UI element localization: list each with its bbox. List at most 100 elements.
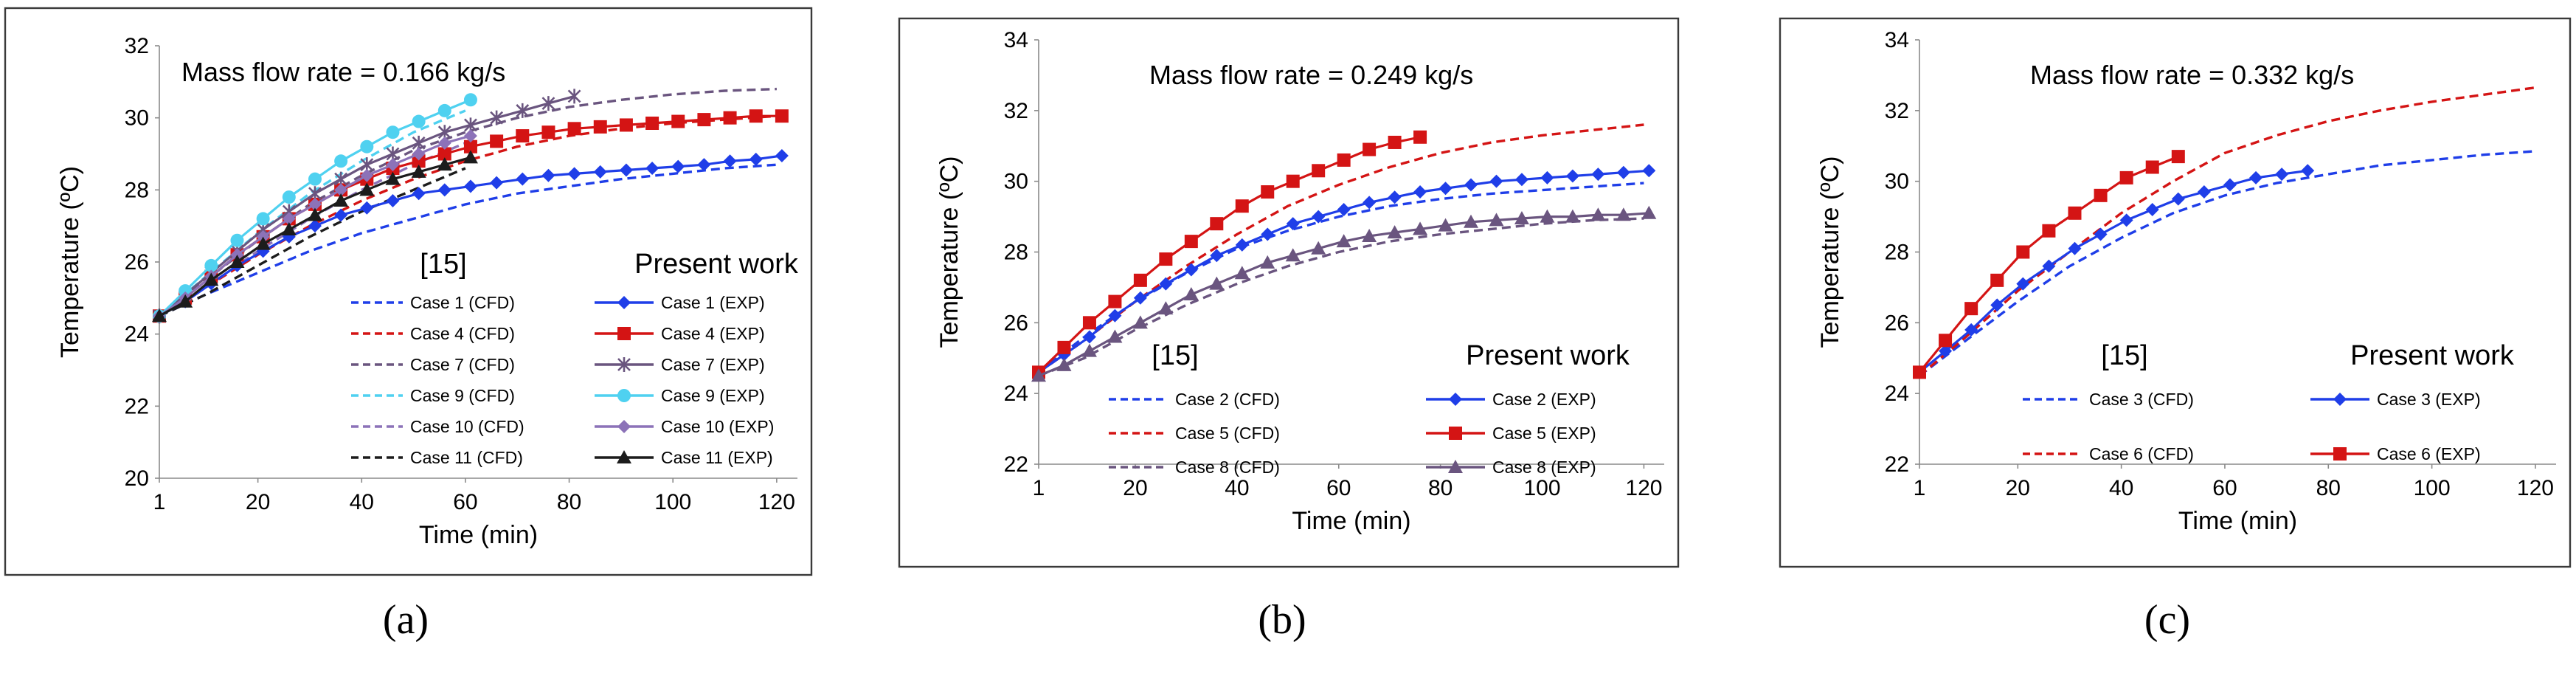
data-point [307,207,322,221]
data-point [386,193,400,207]
data-point [437,147,451,161]
data-point [541,125,555,139]
data-point [1234,266,1250,280]
data-point [619,118,633,132]
data-point [152,308,167,323]
series-case-8-exp [1031,205,1657,382]
data-point [256,212,270,226]
x-tick-label: 120 [2517,476,2554,500]
y-tick-label: 34 [1885,28,1909,52]
data-point [229,255,245,268]
x-tick-label: 80 [1428,476,1453,500]
legend-entry-case-6-cfd: Case 6 (CFD) [2023,444,2194,463]
data-point [2275,168,2289,182]
series-line [1918,150,2536,377]
data-point [1261,185,1275,199]
legend-entry-case-6-exp: Case 6 (EXP) [2310,444,2481,463]
x-tick-label: 40 [1225,476,1249,500]
x-axis-title: Time (min) [2178,507,2297,535]
legend-label: Case 10 (EXP) [661,417,774,436]
x-tick-label: 100 [2414,476,2451,500]
y-tick-label: 26 [125,250,149,275]
data-point [2016,245,2030,259]
data-point [1082,330,1096,344]
data-point [308,219,322,233]
data-point [1489,174,1503,188]
data-point [671,114,685,128]
data-point [1464,214,1479,228]
data-point [723,111,737,125]
y-tick-label: 28 [1885,241,1909,265]
data-point [1642,164,1656,178]
data-point [1387,225,1402,239]
data-point [1108,308,1122,323]
series-case-9-exp [153,93,477,323]
y-tick-label: 32 [125,34,149,58]
data-point [1261,227,1275,241]
legend-marker [617,450,631,463]
data-point [1107,329,1123,343]
y-tick-label: 24 [1004,382,1028,406]
legend-entry-case-1-cfd: Case 1 (CFD) [351,293,515,312]
data-point [1413,185,1427,199]
legend-entry-case-2-exp: Case 2 (EXP) [1426,390,1596,409]
chart-frame [4,7,813,576]
legend-label: Case 9 (EXP) [661,386,765,405]
data-point [385,171,401,185]
legend-entry-case-1-exp: Case 1 (EXP) [595,293,765,312]
data-point [593,120,607,134]
data-point [437,103,451,117]
data-point [437,183,451,197]
x-tick-label: 60 [1326,476,1351,500]
data-point [230,233,244,247]
data-point [1286,217,1300,231]
chart-title: Mass flow rate = 0.166 kg/s [181,57,505,87]
data-point [1565,169,1579,183]
data-point [412,187,426,201]
data-point [1616,207,1631,221]
data-point [412,114,426,128]
data-point [1235,238,1249,252]
legend-entry-case-3-cfd: Case 3 (CFD) [2023,390,2194,409]
legend-entry-case-7-exp: Case 7 (EXP) [595,355,765,374]
series-case-3-exp [1913,164,2315,379]
data-point [2145,203,2159,216]
x-tick-label: 20 [1123,476,1147,500]
data-point [204,272,219,286]
data-point [567,89,581,104]
caption-c: (c) [2144,597,2191,643]
x-tick-label: 100 [654,490,691,514]
data-point [282,190,296,204]
data-point [1413,130,1427,144]
y-tick-label: 22 [1885,452,1909,477]
data-point [2301,164,2315,178]
series-case-11-cfd [159,167,466,317]
y-axis-title: Temperature (ºC) [1816,156,1844,348]
data-point [2094,227,2108,241]
data-point [359,182,375,196]
series-line [159,167,466,317]
legend-entry-case-4-exp: Case 4 (EXP) [595,324,765,343]
y-tick-label: 30 [1885,170,1909,194]
series-line [1918,86,2536,377]
data-point [1210,217,1224,231]
data-point [541,168,555,182]
legend-marker [2333,393,2347,406]
data-point [1514,173,1528,187]
series-line [1918,169,2308,373]
data-point [360,201,374,215]
data-point [1939,334,1953,348]
legend-header-reference: [15] [420,249,466,280]
series-case-7-exp [153,89,581,324]
x-tick-label: 40 [350,490,374,514]
legend-label: Case 4 (EXP) [661,324,765,343]
legend-entry-case-8-exp: Case 8 (EXP) [1426,458,1596,477]
x-tick-label: 1 [153,490,166,514]
data-point [1565,209,1580,223]
legend-header-present-work: Present work [2350,340,2515,371]
data-point [360,168,374,182]
data-point [749,109,763,123]
legend-label: Case 6 (EXP) [2377,444,2481,463]
legend-marker [1448,460,1463,473]
legend-label: Case 11 (EXP) [661,448,773,467]
